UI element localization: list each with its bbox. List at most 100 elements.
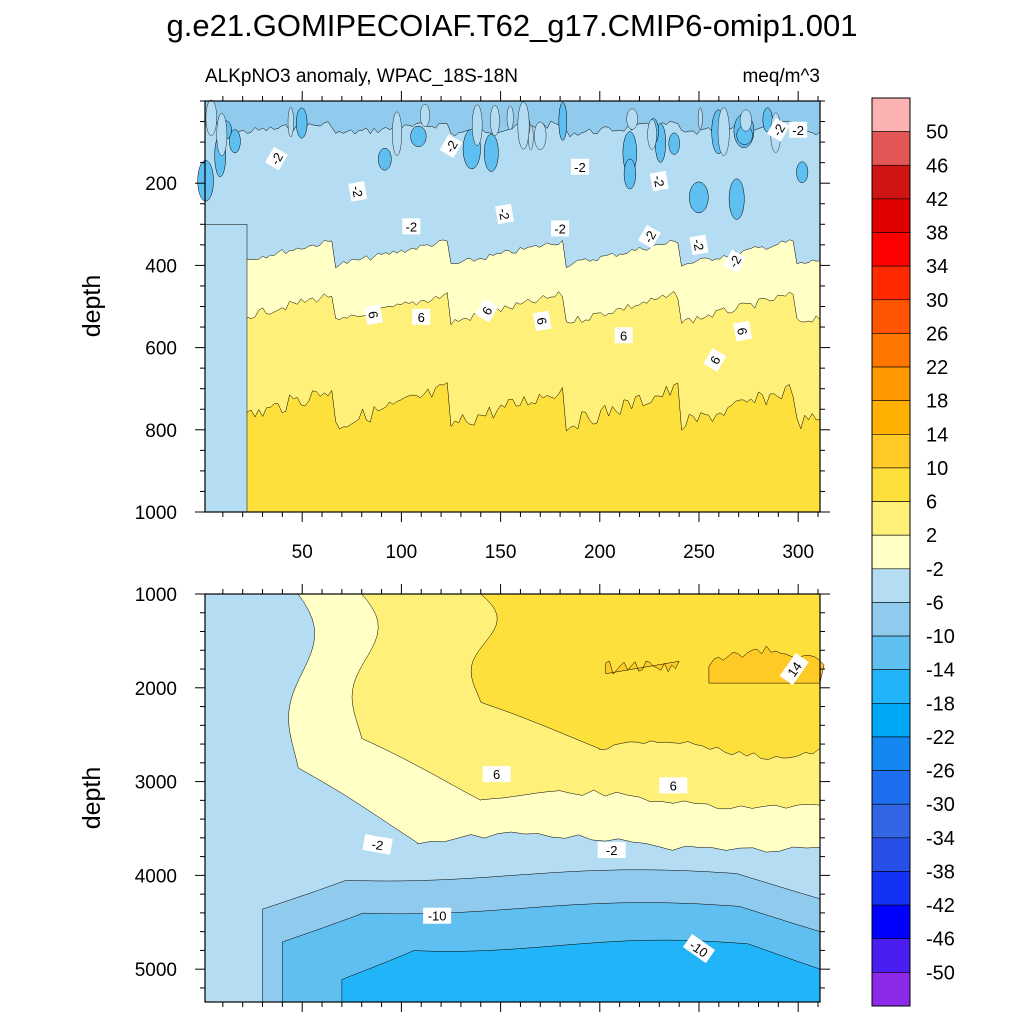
bottom-contour-label: -2 — [362, 834, 393, 855]
top-contour-label-bg — [703, 348, 727, 372]
colorbar-label: -46 — [926, 929, 955, 951]
top-contour-label-bg — [475, 298, 499, 323]
colorbar-label: 42 — [926, 189, 948, 211]
bottom-contour-label-bg — [597, 842, 626, 859]
top-pocket — [728, 178, 745, 220]
top-contour-label-bg — [495, 203, 515, 225]
colorbar-label: 14 — [926, 424, 948, 446]
colorbar-swatch — [871, 198, 911, 233]
top-contour-label: -2 — [264, 146, 288, 171]
colorbar-swatch — [871, 635, 911, 671]
colorbar-label: -50 — [926, 962, 955, 984]
top-contour-label-bg — [789, 121, 808, 138]
top-contour-label-bg — [264, 146, 288, 171]
colorbar-swatch — [871, 938, 911, 973]
top-contour-label: 6 — [364, 304, 384, 325]
bottom-contour-label-text: -2 — [606, 843, 618, 858]
top-contour-label-text: -2 — [554, 221, 566, 236]
top-contour-label-bg — [637, 224, 661, 249]
top-pocket — [483, 133, 499, 172]
colorbar-label: 34 — [926, 256, 948, 278]
top-left-strip — [204, 224, 248, 513]
top-streak — [647, 119, 657, 150]
colorbar-label: -2 — [926, 559, 944, 581]
colorbar-swatch — [871, 770, 911, 805]
bottom-contour-label-bg — [779, 652, 809, 686]
top-streak — [490, 105, 500, 137]
top-contour-label-bg — [649, 170, 669, 192]
top-contour-label: -2 — [637, 224, 661, 249]
top-subtitle-right: meq/m^3 — [742, 66, 820, 87]
colorbar-swatch — [871, 871, 911, 906]
top-contour-label-text: -2 — [690, 238, 707, 252]
top-y-axis-label: depth — [78, 275, 106, 338]
bottom-contour-label: -2 — [597, 842, 626, 859]
colorbar-label: -30 — [926, 794, 955, 816]
top-streak — [506, 105, 514, 130]
top-contour-label-text: -2 — [496, 207, 513, 221]
colorbar-swatch — [871, 299, 911, 334]
top-contour-label-text: 6 — [418, 310, 425, 325]
top-contour-label: -2 — [551, 220, 570, 237]
top-pocket — [378, 147, 392, 171]
bottom-contour-label: 6 — [659, 777, 688, 794]
top-contour-label-text: 6 — [365, 310, 381, 320]
colorbar-label: -38 — [926, 862, 955, 884]
bottom-contour-label: 14 — [779, 652, 809, 686]
top-streak — [534, 121, 547, 150]
top-contour-label-bg — [364, 304, 384, 325]
top-x-tick-label: 300 — [782, 542, 814, 563]
bottom-y-tick-label: 2000 — [135, 679, 177, 700]
bottom-contour-label: 6 — [482, 766, 511, 783]
top-streak — [626, 108, 638, 130]
top-pocket — [410, 125, 427, 147]
colorbar-label: 50 — [926, 122, 948, 144]
top-contour-label-bg — [723, 249, 747, 274]
bottom-contour-label-text: 6 — [670, 778, 677, 793]
colorbar-swatch — [871, 501, 911, 536]
top-contour-label-bg — [733, 320, 753, 342]
top-x-tick-label: 250 — [683, 542, 715, 563]
top-contour-label: 6 — [703, 348, 727, 372]
top-x-tick-label: 50 — [292, 542, 313, 563]
colorbar-label: -42 — [926, 895, 955, 917]
top-contour-label-bg — [766, 117, 790, 142]
colorbar-swatch — [871, 433, 911, 469]
top-contour-label-text: -2 — [792, 123, 804, 138]
top-y-tick-label: 1000 — [135, 503, 177, 524]
top-streak — [472, 104, 483, 146]
top-contour-label-text: 6 — [534, 316, 550, 326]
top-contour-label: 6 — [412, 308, 431, 325]
top-pocket — [796, 161, 809, 184]
colorbar-swatch — [871, 97, 911, 132]
top-contour-label: -2 — [570, 158, 589, 175]
top-contour-label: -2 — [402, 218, 421, 235]
top-contour-label-text: -2 — [349, 185, 366, 199]
colorbar-swatch — [871, 568, 911, 603]
colorbar-swatch — [871, 366, 911, 401]
top-streak — [205, 99, 217, 136]
bottom-contour-label-text: 6 — [493, 767, 500, 782]
colorbar-label: -14 — [926, 660, 955, 682]
top-contour-label: -2 — [649, 170, 669, 192]
top-panel: ALKpNO3 anomaly, WPAC_18S-18N meq/m^3 de… — [78, 66, 830, 563]
colorbar-swatch — [871, 972, 911, 1007]
top-streak — [420, 104, 430, 127]
bottom-contour-label-text: -2 — [371, 837, 385, 854]
top-streak — [717, 107, 730, 156]
colorbar-swatch — [871, 669, 911, 704]
top-contour-label: 6 — [532, 310, 552, 332]
bottom-y-tick-label: 1000 — [135, 585, 177, 606]
top-y-tick-label: 600 — [145, 339, 177, 360]
top-x-tick-label: 200 — [584, 542, 616, 563]
colorbar-swatch — [871, 803, 911, 839]
top-streak — [287, 107, 294, 137]
bottom-band-14-small — [605, 660, 680, 675]
top-contour-label-bg — [439, 134, 463, 159]
colorbar-label: 6 — [926, 492, 937, 514]
top-contour-label-bg — [614, 327, 633, 344]
colorbar-swatch — [871, 232, 911, 267]
top-x-tick-label: 100 — [386, 542, 418, 563]
top-pocket — [689, 181, 709, 214]
